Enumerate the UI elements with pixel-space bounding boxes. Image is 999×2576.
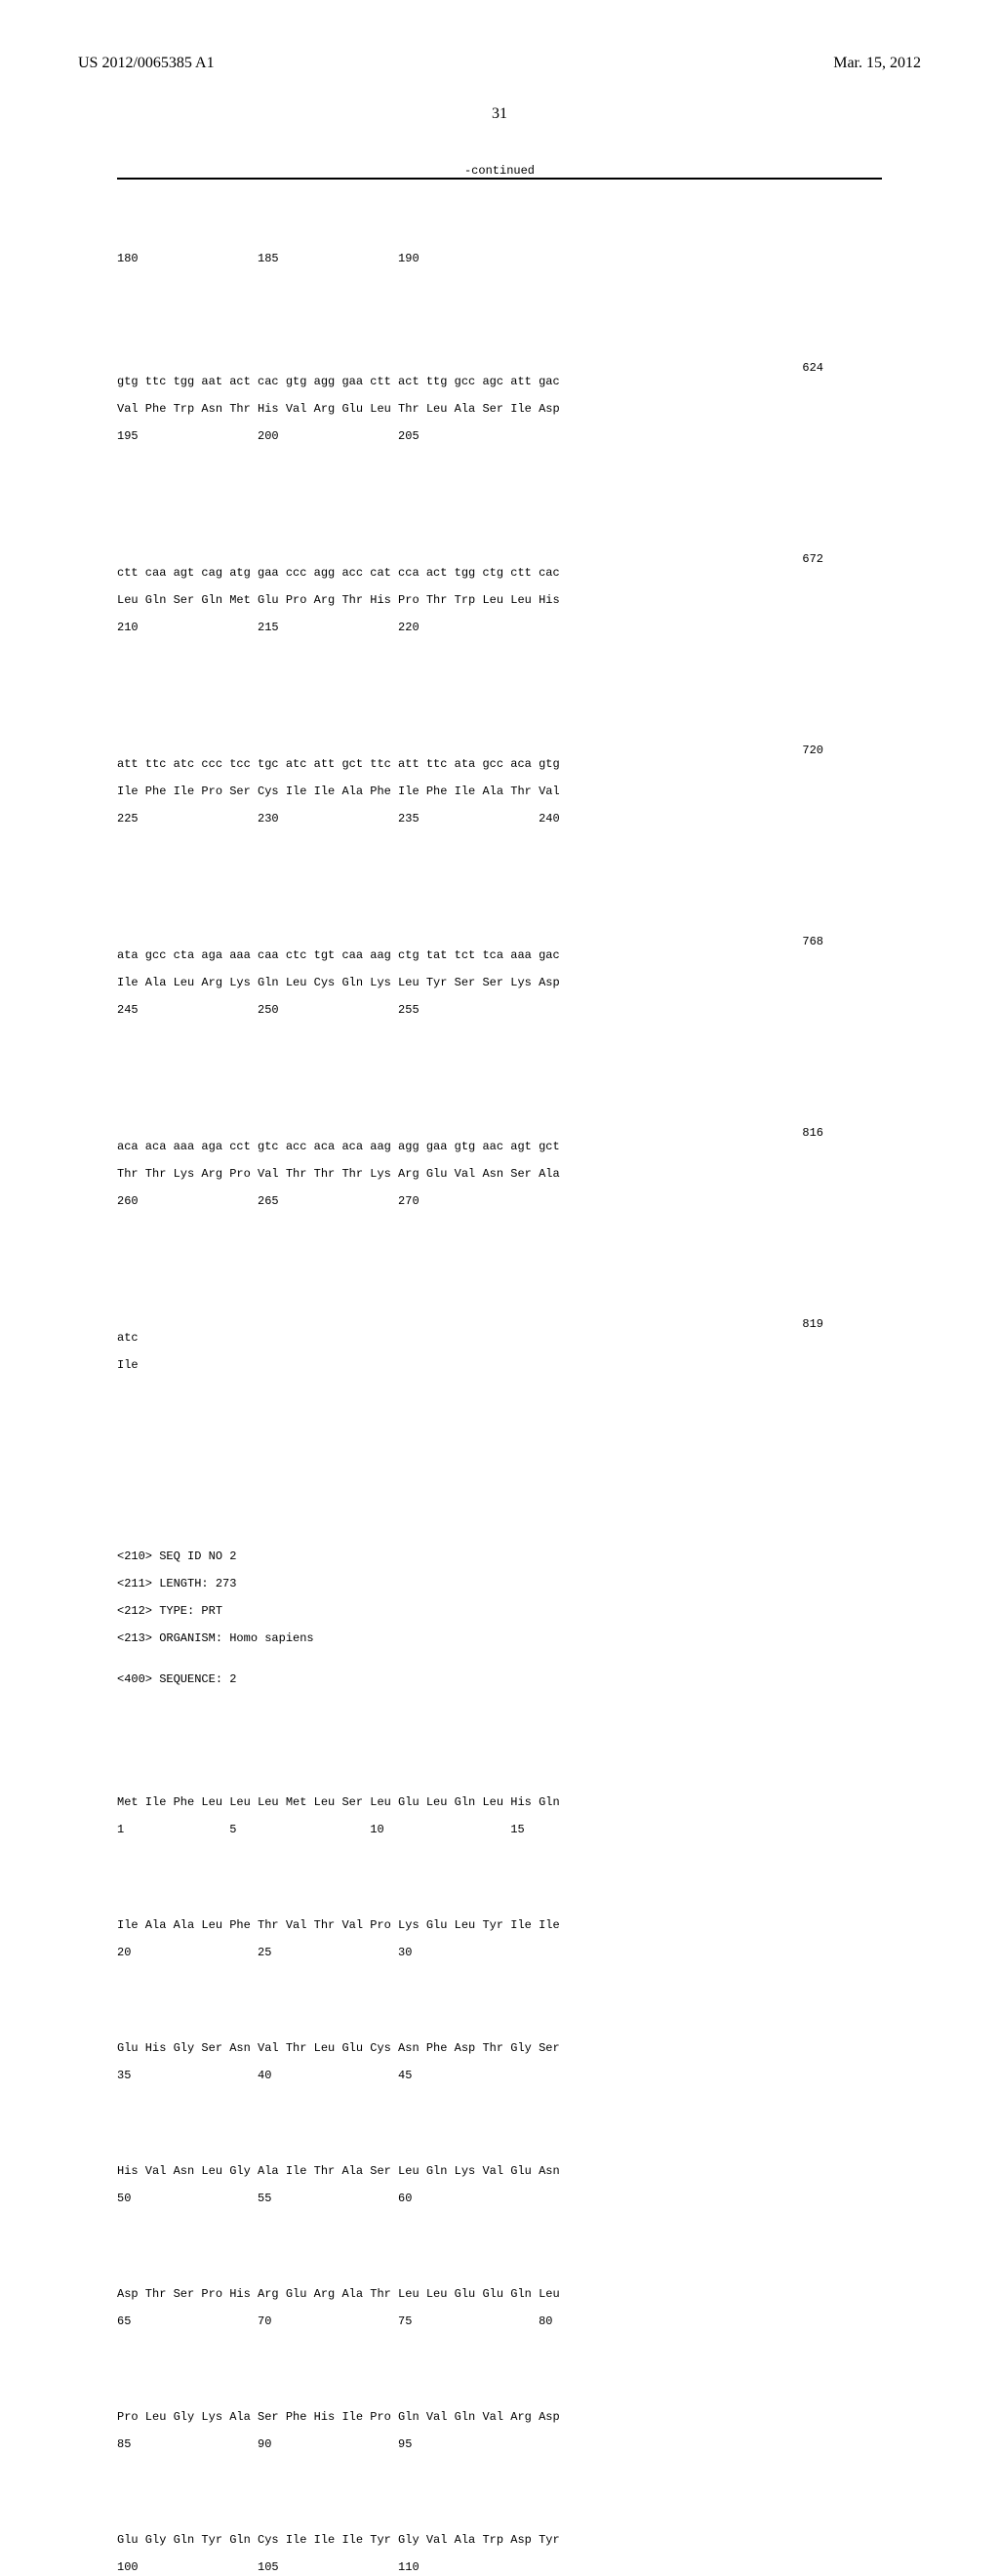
seq2-block: Pro Leu Gly Lys Ala Ser Phe His Ile Pro … [117, 2396, 882, 2478]
seq1-block: ctt caa agt cag atg gaa ccc agg acc cat … [117, 552, 882, 675]
position-line: 35 40 45 [117, 2069, 882, 2082]
position-line: 20 25 30 [117, 1946, 882, 1959]
margin-number: 672 [802, 552, 823, 566]
position-line: 85 90 95 [117, 2437, 882, 2451]
nucleotide-line: att ttc atc ccc tcc tgc atc att gct ttc … [117, 757, 882, 771]
continued-label: -continued [0, 164, 999, 178]
position-line: 180 185 190 [117, 252, 882, 265]
position-line: 195 200 205 [117, 429, 882, 443]
seq-header-line: <400> SEQUENCE: 2 [117, 1672, 882, 1686]
margin-number: 816 [802, 1126, 823, 1140]
position-line: 50 55 60 [117, 2192, 882, 2205]
seq1-block: ata gcc cta aga aaa caa ctc tgt caa aag … [117, 935, 882, 1058]
seq2-block: Met Ile Phe Leu Leu Leu Met Leu Ser Leu … [117, 1782, 882, 1864]
rule-top [117, 178, 882, 180]
amino-acid-line: Ile [117, 1358, 882, 1372]
amino-acid-line: Val Phe Trp Asn Thr His Val Arg Glu Leu … [117, 402, 882, 416]
spacer [117, 1468, 882, 1481]
seq1-block: att ttc atc ccc tcc tgc atc att gct ttc … [117, 744, 882, 866]
amino-acid-line: Asp Thr Ser Pro His Arg Glu Arg Ala Thr … [117, 2287, 882, 2301]
position-line: 1 5 10 15 [117, 1823, 882, 1836]
seq-header-line: <213> ORGANISM: Homo sapiens [117, 1631, 882, 1645]
nucleotide-line: ctt caa agt cag atg gaa ccc agg acc cat … [117, 566, 882, 580]
amino-acid-line: Ile Phe Ile Pro Ser Cys Ile Ile Ala Phe … [117, 785, 882, 798]
nucleotide-line: atc [117, 1331, 882, 1345]
amino-acid-line: Glu His Gly Ser Asn Val Thr Leu Glu Cys … [117, 2041, 882, 2055]
position-line: 260 265 270 [117, 1194, 882, 1208]
amino-acid-line: Thr Thr Lys Arg Pro Val Thr Thr Thr Lys … [117, 1167, 882, 1181]
margin-number: 720 [802, 744, 823, 757]
margin-number: 768 [802, 935, 823, 948]
amino-acid-line: Glu Gly Gln Tyr Gln Cys Ile Ile Ile Tyr … [117, 2533, 882, 2547]
nucleotide-line: aca aca aaa aga cct gtc acc aca aca aag … [117, 1140, 882, 1153]
seq2-block: Ile Ala Ala Leu Phe Thr Val Thr Val Pro … [117, 1905, 882, 1987]
margin-number: 819 [802, 1317, 823, 1331]
seq2-block: His Val Asn Leu Gly Ala Ile Thr Ala Ser … [117, 2151, 882, 2233]
position-line: 225 230 235 240 [117, 812, 882, 825]
position-line: 210 215 220 [117, 621, 882, 634]
seq-header-line: <210> SEQ ID NO 2 [117, 1550, 882, 1563]
seq2-block: Glu His Gly Ser Asn Val Thr Leu Glu Cys … [117, 2028, 882, 2110]
position-line: 100 105 110 [117, 2560, 882, 2574]
position-line: 65 70 75 80 [117, 2314, 882, 2328]
seq2-block: Asp Thr Ser Pro His Arg Glu Arg Ala Thr … [117, 2274, 882, 2355]
seq1-block: aca aca aaa aga cct gtc acc aca aca aag … [117, 1126, 882, 1249]
amino-acid-line: Ile Ala Leu Arg Lys Gln Leu Cys Gln Lys … [117, 976, 882, 989]
seq1-block: atc Ile 819 [117, 1317, 882, 1413]
header-date: Mar. 15, 2012 [833, 55, 921, 72]
seq-header-line: <211> LENGTH: 273 [117, 1577, 882, 1590]
header-pub-number: US 2012/0065385 A1 [78, 55, 215, 72]
seq2-block: Glu Gly Gln Tyr Gln Cys Ile Ile Ile Tyr … [117, 2519, 882, 2576]
amino-acid-line: Ile Ala Ala Leu Phe Thr Val Thr Val Pro … [117, 1918, 882, 1932]
nucleotide-line: ata gcc cta aga aaa caa ctc tgt caa aag … [117, 948, 882, 962]
amino-acid-line: Met Ile Phe Leu Leu Leu Met Leu Ser Leu … [117, 1795, 882, 1809]
seq1-pos-block: 180 185 190 [117, 238, 882, 293]
margin-number: 624 [802, 361, 823, 375]
amino-acid-line: His Val Asn Leu Gly Ala Ile Thr Ala Ser … [117, 2164, 882, 2178]
amino-acid-line: Leu Gln Ser Gln Met Glu Pro Arg Thr His … [117, 593, 882, 607]
amino-acid-line: Pro Leu Gly Lys Ala Ser Phe His Ile Pro … [117, 2410, 882, 2424]
nucleotide-line: gtg ttc tgg aat act cac gtg agg gaa ctt … [117, 375, 882, 388]
seq1-block: gtg ttc tgg aat act cac gtg agg gaa ctt … [117, 361, 882, 484]
page: US 2012/0065385 A1 Mar. 15, 2012 31 -con… [0, 0, 999, 1288]
seq-header-line: <212> TYPE: PRT [117, 1604, 882, 1618]
sequence-listing: 180 185 190 gtg ttc tgg aat act cac gtg … [117, 183, 882, 2576]
position-line: 245 250 255 [117, 1003, 882, 1017]
seq2-header: <210> SEQ ID NO 2 <211> LENGTH: 273 <212… [117, 1536, 882, 1713]
page-number: 31 [0, 105, 999, 123]
